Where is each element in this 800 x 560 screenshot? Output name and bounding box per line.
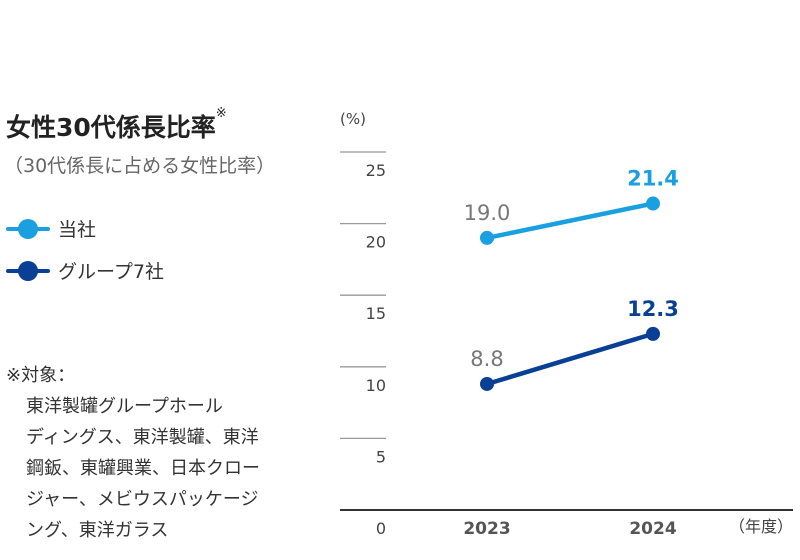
data-label: 19.0 [464,201,511,225]
y-axis-unit: (%) [340,110,366,128]
legend-marker-icon [6,218,50,239]
legend-label: 当社 [58,219,97,241]
legend-item-group: グループ7社 [6,257,164,284]
note-heading: ※対象： [6,365,76,386]
y-tick-label: 0 [376,519,386,538]
y-tick-label: 25 [366,161,386,180]
x-axis-unit: （年度） [729,517,793,536]
x-tick-label: 2023 [463,519,510,539]
chart-subtitle: （30代係長に占める女性比率） [4,155,276,177]
data-label: 12.3 [627,297,679,321]
data-point [480,230,494,245]
note-line: 東洋製罐グループホール [26,396,223,417]
y-tick-label: 15 [366,304,386,323]
note-line: 鋼鈑、東罐興業、日本クロー [26,458,260,479]
chart-title: 女性30代係長比率※ [6,106,227,144]
series-line [484,201,656,241]
data-point [646,196,660,211]
title-text: 女性30代係長比率 [6,113,216,142]
y-tick-label: 20 [366,233,386,252]
y-tick-label: 5 [376,447,386,466]
note-line: ディングス、東洋製罐、東洋 [26,427,259,448]
note-line: ング、東洋ガラス [26,520,169,541]
legend-marker-icon [6,260,50,281]
x-tick-label: 2024 [629,519,676,539]
data-point [646,326,660,341]
data-label: 21.4 [627,167,679,191]
scope-note: ※対象： 東洋製罐グループホール ディングス、東洋製罐、東洋 鋼鈑、東罐興業、日… [6,360,260,546]
title-note-mark: ※ [215,106,227,121]
data-point [480,376,494,391]
legend-item-company: 当社 [6,215,96,242]
legend-label: グループ7社 [58,261,164,283]
y-tick-label: 10 [366,376,386,395]
note-line: ジャー、メビウスパッケージ [26,489,259,510]
series-line [484,331,656,387]
data-label: 8.8 [470,347,503,371]
